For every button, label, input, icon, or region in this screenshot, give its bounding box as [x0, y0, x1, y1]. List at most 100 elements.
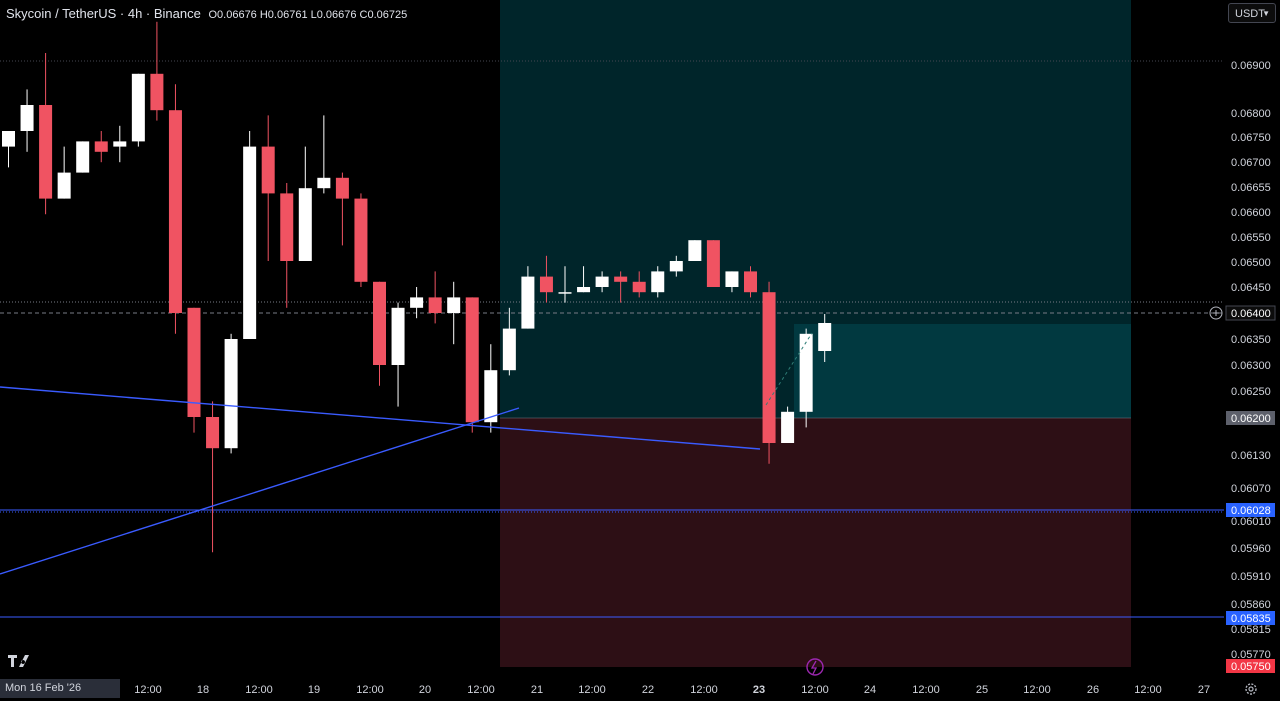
lightning-icon[interactable] — [806, 658, 824, 676]
candle-body — [298, 188, 312, 261]
candle-body — [744, 271, 757, 293]
candle-body — [131, 73, 145, 142]
price-badge — [1226, 659, 1275, 673]
candle-body — [725, 271, 739, 287]
x-tick-label: 27 — [1198, 684, 1210, 696]
candle-body — [688, 240, 702, 261]
trendline-descending[interactable] — [0, 386, 761, 450]
candle-body — [113, 141, 127, 147]
profit-zone — [500, 0, 1131, 324]
y-tick-label: 0.06010 — [1231, 516, 1271, 528]
candle-body — [818, 323, 832, 351]
gear-icon[interactable] — [1244, 682, 1258, 696]
candle-body — [94, 141, 108, 152]
y-tick-label: 0.06750 — [1231, 132, 1271, 144]
candle-body — [2, 131, 15, 147]
lightning-bolt — [810, 660, 818, 675]
x-tick-label: 12:00 — [245, 684, 273, 696]
candle-body — [373, 281, 386, 365]
candle-body — [206, 417, 220, 449]
price-badge-label: 0.05835 — [1231, 613, 1271, 625]
candle-body — [799, 333, 813, 412]
price-badge — [1226, 411, 1275, 425]
candle-body — [484, 370, 498, 423]
trendline-ascending[interactable] — [0, 407, 520, 575]
candle-body — [595, 276, 609, 287]
y-tick-label: 0.06655 — [1231, 182, 1271, 194]
x-tick-label: 12:00 — [912, 684, 940, 696]
y-tick-label: 0.06070 — [1231, 483, 1271, 495]
add-alert-icon[interactable] — [1209, 306, 1223, 320]
candle-body — [465, 297, 479, 423]
y-tick-label: 0.05770 — [1231, 649, 1271, 661]
currency-selector[interactable]: USDT ▼ — [1228, 3, 1276, 23]
y-tick-label: 0.05815 — [1231, 624, 1271, 636]
candle-body — [187, 307, 201, 417]
x-tick-label: 12:00 — [1023, 684, 1051, 696]
x-tick-label: 20 — [419, 684, 431, 696]
candle-body — [39, 105, 53, 199]
candle-body — [577, 287, 591, 293]
candle-body — [243, 146, 257, 339]
price-badge-label: 0.06028 — [1231, 505, 1271, 517]
candle-body — [224, 339, 238, 449]
price-badge — [1225, 305, 1276, 321]
candle-body — [150, 73, 164, 111]
candle-body — [57, 172, 71, 199]
x-tick-label: 26 — [1087, 684, 1099, 696]
candle-body — [632, 281, 646, 293]
x-tick-label: 12:00 — [801, 684, 829, 696]
candle-body — [20, 105, 34, 131]
y-tick-label: 0.06600 — [1231, 207, 1271, 219]
plus-icon — [1213, 310, 1219, 316]
y-tick-label: 0.06700 — [1231, 157, 1271, 169]
x-tick-label: 12:00 — [356, 684, 384, 696]
price-badge-label: 0.05750 — [1231, 661, 1271, 673]
x-tick-label: 19 — [308, 684, 320, 696]
candle-body — [447, 297, 461, 313]
profit-zone-entry — [500, 324, 794, 418]
symbol-header: Skycoin / TetherUS · 4h · Binance O0.066… — [6, 6, 407, 21]
candle-body — [762, 292, 776, 443]
x-tick-label: 21 — [531, 684, 543, 696]
candle-body — [781, 411, 795, 443]
y-tick-label: 0.06450 — [1231, 282, 1271, 294]
crosshair-date-badge: Mon 16 Feb '26 — [0, 679, 120, 698]
profit-zone-active — [794, 324, 1131, 418]
chevron-down-icon: ▼ — [1262, 9, 1270, 18]
x-tick-label: 25 — [976, 684, 988, 696]
candle-body — [521, 276, 535, 329]
candle-body — [335, 177, 349, 199]
x-tick-label: 18 — [197, 684, 209, 696]
y-tick-label: 0.05960 — [1231, 543, 1271, 555]
x-tick-label: 12:00 — [467, 684, 495, 696]
loss-zone — [500, 418, 1131, 667]
price-badge — [1226, 503, 1275, 517]
candle-body — [261, 146, 275, 194]
y-tick-label: 0.05910 — [1231, 571, 1271, 583]
price-badge-label: 0.06400 — [1231, 308, 1271, 320]
y-tick-label: 0.06500 — [1231, 257, 1271, 269]
candle-body — [280, 193, 294, 261]
y-tick-label: 0.06800 — [1231, 108, 1271, 120]
candle-body — [539, 276, 553, 293]
ohlc-values: O0.06676 H0.06761 L0.06676 C0.06725 — [208, 9, 408, 21]
x-tick-label: 23 — [753, 684, 765, 696]
y-tick-label: 0.06900 — [1231, 60, 1271, 72]
x-tick-label: 22 — [642, 684, 654, 696]
projection-line — [765, 332, 813, 406]
candle-body — [168, 110, 182, 313]
y-tick-label: 0.06550 — [1231, 232, 1271, 244]
symbol-title: Skycoin / TetherUS · 4h · Binance — [6, 6, 201, 21]
candle-body — [502, 328, 516, 371]
y-tick-label: 0.06300 — [1231, 360, 1271, 372]
candle-body — [428, 297, 442, 313]
currency-label: USDT — [1235, 8, 1265, 20]
y-tick-label: 0.06130 — [1231, 450, 1271, 462]
price-badge — [1226, 611, 1275, 625]
y-tick-label: 0.05860 — [1231, 599, 1271, 611]
y-tick-label: 0.06250 — [1231, 386, 1271, 398]
x-tick-label: 12:00 — [134, 684, 162, 696]
candle-body — [669, 261, 683, 272]
